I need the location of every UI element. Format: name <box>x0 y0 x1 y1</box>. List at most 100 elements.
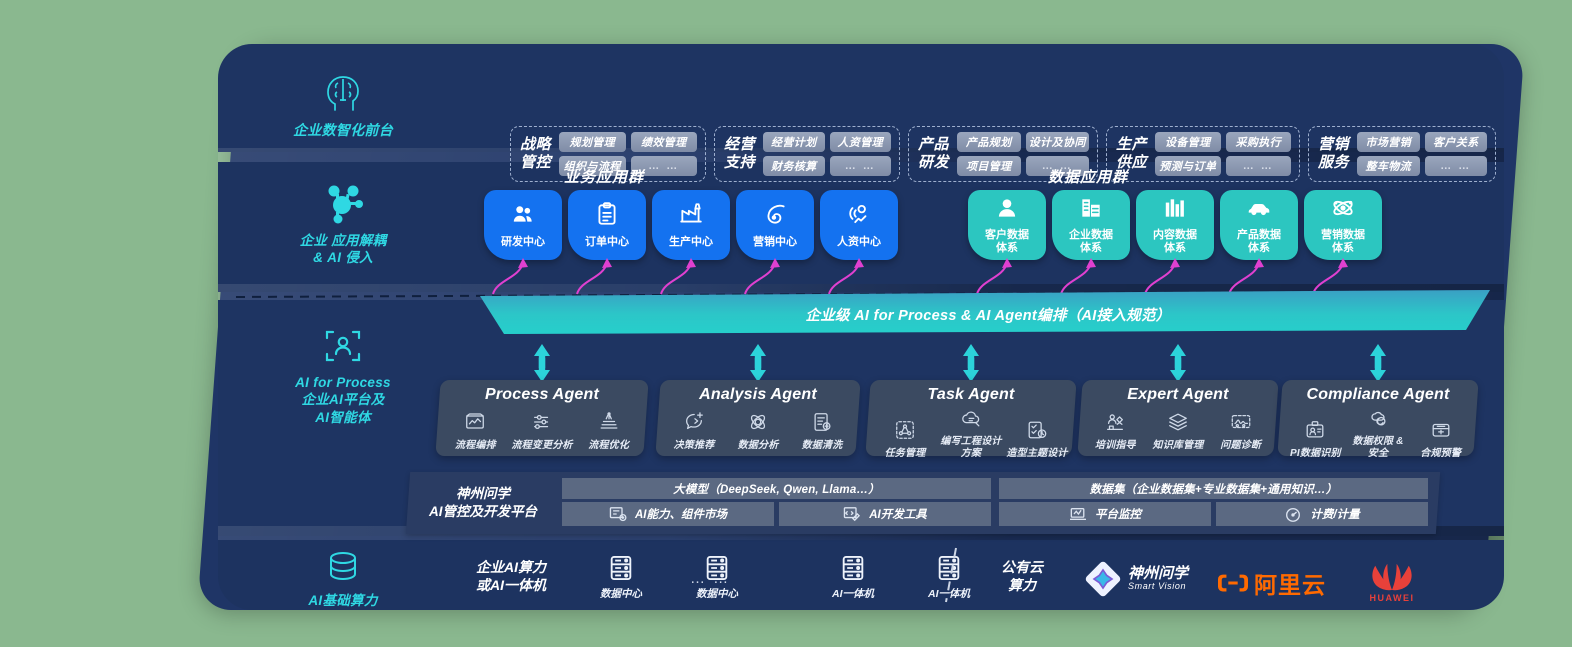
car-icon <box>1246 195 1272 225</box>
agent-capability-label: 流程优化 <box>588 439 630 451</box>
agent-capability[interactable]: 数据分析 <box>726 411 790 452</box>
platform-billing-label: 计费/计量 <box>1310 509 1360 521</box>
agent-capability[interactable]: 任务管理 <box>872 419 938 460</box>
sliders-icon <box>531 411 553 438</box>
public-cloud-label: 公有云 算力 <box>1001 559 1043 594</box>
strategy-cell[interactable]: 经营计划 <box>763 132 825 152</box>
platform-left-col: 大模型（DeepSeek, Qwen, Llama…） AI能力、组件市场 <box>558 478 995 528</box>
strategy-cell[interactable]: 财务核算 <box>763 156 825 176</box>
platform-dataset-bar[interactable]: 数据集（企业数据集+专业数据集+通用知识…） <box>999 478 1428 499</box>
data-group-title: 数据应用群 <box>1047 169 1128 186</box>
agent-capability-label: 知识库管理 <box>1152 439 1204 451</box>
platform-devtool[interactable]: AI开发工具 <box>779 502 991 526</box>
strategy-cell[interactable]: … … <box>1225 156 1291 176</box>
app-card-biz-3[interactable]: 营销中心 <box>736 190 814 260</box>
agent-capability-label: 合规预警 <box>1420 447 1462 459</box>
alibabacloud-mark <box>1218 574 1248 592</box>
platform-devtool-label: AI开发工具 <box>869 509 927 521</box>
app-card-label: 人资中心 <box>837 235 881 248</box>
platform-monitor[interactable]: 平台监控 <box>999 502 1211 526</box>
app-card-dat-2[interactable]: 内容数据 体系 <box>1136 190 1214 260</box>
strategy-cell[interactable]: 整车物流 <box>1357 156 1420 176</box>
agent-capability[interactable]: 流程变更分析 <box>509 411 576 452</box>
strategy-cell[interactable]: 市场营销 <box>1357 132 1420 152</box>
app-card-biz-1[interactable]: 订单中心 <box>568 190 646 260</box>
infra-node-1: 数据中心 <box>682 554 752 601</box>
strategy-group-1[interactable]: 经营 支持 经营计划 人资管理 财务核算… … <box>714 126 900 182</box>
infra-node-label: AI一体机 <box>832 588 874 601</box>
agent-card-1[interactable]: Analysis Agent 决策推荐 数据分析 数据清洗 <box>655 380 861 456</box>
app-card-label: 产品数据 体系 <box>1237 228 1281 255</box>
platform-right-col: 数据集（企业数据集+专业数据集+通用知识…） 平台监控 <box>995 478 1432 528</box>
users-icon <box>510 201 536 231</box>
strategy-cell[interactable]: 产品规划 <box>957 132 1021 152</box>
app-card-biz-2[interactable]: 生产中心 <box>652 190 730 260</box>
strategy-cell[interactable]: 绩效管理 <box>630 132 697 152</box>
strategy-cell[interactable]: 采购执行 <box>1225 132 1291 152</box>
server-icon <box>586 554 656 586</box>
devtool-icon <box>844 507 861 522</box>
agent-capability-label: 造型主题设计 <box>1006 447 1068 459</box>
agent-card-3[interactable]: Expert Agent 培训指导 知识库管理 问题诊断 <box>1077 380 1279 456</box>
vendor-alibaba-cloud: 阿里云 <box>1218 566 1326 600</box>
agent-capability[interactable]: 合规预警 <box>1409 419 1472 460</box>
agent-card-0[interactable]: Process Agent 流程编排 流程变更分析 流程优化 <box>435 380 649 456</box>
person-scan-icon <box>325 330 361 362</box>
agent-capability[interactable]: 知识库管理 <box>1147 411 1210 452</box>
app-card-dat-1[interactable]: 企业数据 体系 <box>1052 190 1130 260</box>
meter-icon <box>1286 507 1301 522</box>
strategy-cell[interactable]: 规划管理 <box>559 132 626 152</box>
huawei-logo <box>1372 563 1412 591</box>
training-icon <box>1104 411 1126 438</box>
rail-decouple: 企业 应用解耦 & AI 侵入 <box>248 182 438 267</box>
platform-billing[interactable]: 计费/计量 <box>1216 502 1428 526</box>
agent-capability[interactable]: 造型主题设计 <box>1004 419 1070 460</box>
strategy-group-name: 营销 服务 <box>1318 136 1350 171</box>
agent-capability-label: 决策推荐 <box>673 439 715 451</box>
strategy-cell[interactable]: … … <box>1424 156 1487 176</box>
bars-icon <box>1162 195 1188 225</box>
strategy-cell[interactable]: 设备管理 <box>1155 132 1221 152</box>
rail-frontend-label: 企业数智化前台 <box>292 122 394 138</box>
id-card-icon <box>1304 419 1326 446</box>
building-icon <box>1078 195 1104 225</box>
agent-capability[interactable]: 编写工程设计方案 <box>938 407 1004 459</box>
strategy-cell[interactable]: 设计及协同 <box>1025 132 1089 152</box>
agent-capability[interactable]: 数据权限 & 安全 <box>1347 407 1410 459</box>
strategy-cell[interactable]: 客户关系 <box>1424 132 1487 152</box>
app-card-biz-4[interactable]: 人资中心 <box>820 190 898 260</box>
app-card-label: 客户数据 体系 <box>985 228 1029 255</box>
platform-ai-market[interactable]: AI能力、组件市场 <box>562 502 774 526</box>
app-card-dat-4[interactable]: 营销数据 体系 <box>1304 190 1382 260</box>
platform-llm-bar[interactable]: 大模型（DeepSeek, Qwen, Llama…） <box>562 478 991 499</box>
agent-capability[interactable]: 流程编排 <box>442 411 509 452</box>
agent-capability-label: 编写工程设计方案 <box>940 436 1002 459</box>
agent-card-2[interactable]: Task Agent 任务管理 编写工程设计方案 造型主题设计 <box>865 380 1077 459</box>
strategy-cell[interactable]: … … <box>829 156 891 176</box>
molecule-decouple-icon <box>328 185 363 224</box>
app-card-label: 订单中心 <box>585 235 629 248</box>
agent-capability[interactable]: PI数据识别 <box>1284 419 1347 460</box>
app-card-dat-0[interactable]: 客户数据 体系 <box>968 190 1046 260</box>
gauge-stack-icon <box>598 411 620 438</box>
agent-card-4[interactable]: Compliance Agent PI数据识别 数据权限 & 安全 合规预警 <box>1277 380 1479 459</box>
agent-capability[interactable]: 流程优化 <box>575 411 642 452</box>
strategy-group-name: 产品 研发 <box>918 136 950 171</box>
agent-capability[interactable]: 问题诊断 <box>1209 411 1272 452</box>
agent-capability[interactable]: 数据清洗 <box>790 411 854 452</box>
strategy-cell[interactable]: 人资管理 <box>829 132 891 152</box>
clipboard-icon <box>594 201 620 231</box>
strategy-group-4[interactable]: 营销 服务 市场营销 客户关系 整车物流… … <box>1308 126 1496 182</box>
app-card-dat-3[interactable]: 产品数据 体系 <box>1220 190 1298 260</box>
agent-capability[interactable]: 决策推荐 <box>662 411 726 452</box>
task-network-icon <box>894 419 916 446</box>
server-icon <box>914 554 984 586</box>
smartvision-name: 神州问学 <box>1128 565 1189 583</box>
infra-row: AI基础算力 企业AI算力 或AI一体机 数据中心 数据中心 AI一体机 AI一体机 … <box>218 542 1504 610</box>
agent-capability[interactable]: 培训指导 <box>1084 411 1147 452</box>
vendor-huawei: HUAWEI <box>1366 558 1418 603</box>
infra-node-3: AI一体机 <box>914 554 984 601</box>
server-icon <box>818 554 888 586</box>
app-card-biz-0[interactable]: 研发中心 <box>484 190 562 260</box>
